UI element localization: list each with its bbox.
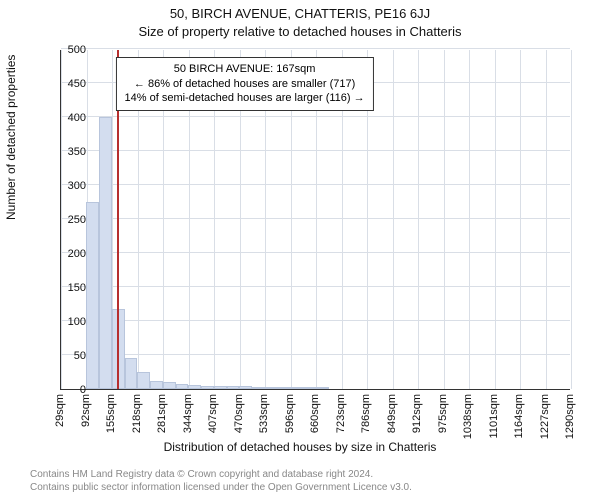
x-tick-label: 1164sqm xyxy=(513,394,525,438)
x-tick-label: 29sqm xyxy=(54,394,66,427)
annotation-line: 14% of semi-detached houses are larger (… xyxy=(125,91,365,106)
x-tick-label: 1290sqm xyxy=(564,394,576,439)
histogram-bar xyxy=(86,202,99,389)
x-tick-label: 660sqm xyxy=(309,394,321,433)
title-main: 50, BIRCH AVENUE, CHATTERIS, PE16 6JJ xyxy=(0,6,600,21)
histogram-bar xyxy=(290,387,303,389)
histogram-bar xyxy=(188,385,201,389)
y-tick-label: 150 xyxy=(46,282,86,294)
gridline-v xyxy=(571,50,572,389)
x-axis-label: Distribution of detached houses by size … xyxy=(0,440,600,454)
histogram-bar xyxy=(239,386,252,389)
histogram-bar xyxy=(227,386,240,389)
histogram-bar xyxy=(99,117,112,389)
x-tick-label: 218sqm xyxy=(131,394,143,433)
y-tick-label: 50 xyxy=(46,350,86,362)
histogram-bar xyxy=(316,387,329,389)
histogram-bar xyxy=(214,386,227,389)
y-tick-label: 400 xyxy=(46,112,86,124)
gridline-v xyxy=(495,50,496,389)
title-sub: Size of property relative to detached ho… xyxy=(0,24,600,39)
attribution-text: Contains HM Land Registry data © Crown c… xyxy=(30,468,590,494)
histogram-bar xyxy=(176,384,189,389)
y-tick-label: 250 xyxy=(46,214,86,226)
attribution-line-2: Contains public sector information licen… xyxy=(30,481,590,494)
x-tick-label: 723sqm xyxy=(335,394,347,433)
x-tick-label: 786sqm xyxy=(360,394,372,433)
gridline-v xyxy=(469,50,470,389)
x-tick-label: 155sqm xyxy=(105,394,117,433)
histogram-bar xyxy=(137,372,150,389)
gridline-v xyxy=(418,50,419,389)
x-tick-label: 344sqm xyxy=(182,394,194,433)
x-tick-label: 1101sqm xyxy=(488,394,500,438)
x-tick-label: 281sqm xyxy=(156,394,168,433)
y-tick-label: 500 xyxy=(46,44,86,56)
y-tick-label: 450 xyxy=(46,78,86,90)
x-tick-label: 533sqm xyxy=(258,394,270,433)
chart-plot-area: 50 BIRCH AVENUE: 167sqm← 86% of detached… xyxy=(60,50,570,390)
histogram-bar xyxy=(278,387,291,389)
x-tick-label: 92sqm xyxy=(80,394,92,427)
histogram-bar xyxy=(150,381,163,389)
gridline-v xyxy=(520,50,521,389)
y-axis-label: Number of detached properties xyxy=(4,55,18,220)
gridline-v xyxy=(444,50,445,389)
histogram-bar xyxy=(125,358,138,389)
y-tick-label: 350 xyxy=(46,146,86,158)
x-tick-label: 1227sqm xyxy=(539,394,551,439)
histogram-bar xyxy=(265,387,278,389)
gridline-v xyxy=(546,50,547,389)
x-tick-label: 1038sqm xyxy=(462,394,474,439)
y-tick-label: 300 xyxy=(46,180,86,192)
y-tick-label: 200 xyxy=(46,248,86,260)
histogram-bar xyxy=(201,386,214,389)
histogram-bar xyxy=(303,387,316,389)
x-tick-label: 849sqm xyxy=(386,394,398,433)
attribution-line-1: Contains HM Land Registry data © Crown c… xyxy=(30,468,590,481)
y-tick-label: 100 xyxy=(46,316,86,328)
annotation-box: 50 BIRCH AVENUE: 167sqm← 86% of detached… xyxy=(116,57,374,112)
x-tick-label: 596sqm xyxy=(284,394,296,433)
annotation-line: ← 86% of detached houses are smaller (71… xyxy=(125,77,365,92)
gridline-h xyxy=(61,48,570,49)
x-tick-label: 470sqm xyxy=(233,394,245,433)
x-tick-label: 975sqm xyxy=(437,394,449,433)
histogram-bar xyxy=(163,382,176,389)
x-tick-label: 912sqm xyxy=(411,394,423,433)
annotation-line: 50 BIRCH AVENUE: 167sqm xyxy=(125,62,365,77)
x-tick-label: 407sqm xyxy=(207,394,219,433)
histogram-bar xyxy=(252,387,265,389)
gridline-v xyxy=(393,50,394,389)
